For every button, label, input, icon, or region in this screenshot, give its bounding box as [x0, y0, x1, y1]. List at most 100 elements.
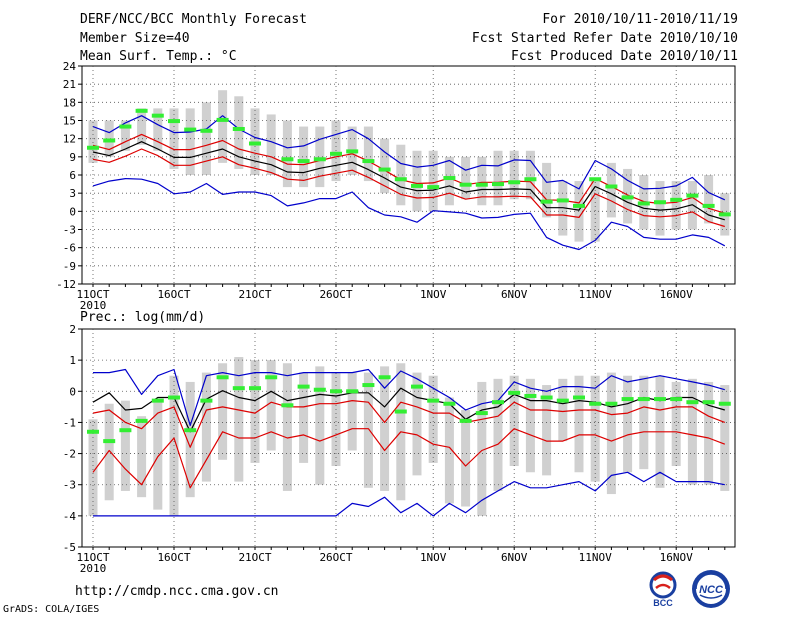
prec-series-ensemble-mean: [92, 387, 725, 433]
prec-y-tick-label: -3: [63, 479, 76, 492]
prec-ensemble-bar: [687, 378, 697, 485]
temp-series-min: [92, 178, 726, 251]
temp-x-tick-label: 26OCT: [319, 288, 352, 301]
prec-ensemble-bar: [201, 372, 211, 482]
temp-y-tick-label: 24: [63, 60, 77, 73]
ncc-logo-label: NCC: [699, 584, 724, 596]
variable-label-temperature: Mean Surf. Temp.: °C: [80, 49, 237, 64]
bcc-logo-label: BCC: [653, 598, 673, 608]
temp-ensemble-bar: [153, 108, 163, 151]
prec-observed-marker: [524, 393, 537, 398]
temp-observed-marker: [297, 159, 310, 164]
prec-ensemble-bar: [104, 403, 114, 501]
prec-plot-frame: [81, 328, 736, 548]
temp-ensemble-bar: [590, 181, 600, 242]
temp-y-tick-label: -6: [63, 242, 76, 255]
temp-observed-marker: [637, 201, 650, 206]
temp-y-tick-label: 21: [63, 78, 76, 91]
temp-series-ensemble-mean: [92, 141, 725, 221]
temp-observed-marker: [346, 149, 359, 154]
temp-observed-marker: [362, 159, 375, 164]
temp-ensemble-bar: [120, 120, 130, 151]
temp-observed-marker: [475, 182, 488, 187]
temp-ensemble-bar: [137, 108, 147, 145]
forecast-period: For 2010/10/11-2010/11/19: [542, 12, 738, 27]
prec-observed-marker: [492, 400, 504, 405]
temp-x-tick-label: 16OCT: [157, 288, 190, 301]
bcc-logo: BCC: [649, 571, 677, 608]
temp-observed-marker: [378, 167, 391, 172]
prec-observed-marker: [394, 409, 407, 414]
prec-observed-marker: [702, 400, 715, 405]
temp-observed-marker: [119, 124, 132, 129]
prec-observed-marker: [718, 401, 731, 406]
temp-observed-marker: [411, 183, 423, 188]
prec-observed-marker: [87, 429, 99, 434]
temp-observed-marker: [621, 195, 634, 200]
ncc-logo: NCC: [692, 570, 730, 608]
prec-observed-marker: [637, 397, 650, 402]
prec-ensemble-bar: [525, 378, 535, 473]
prec-observed-marker: [670, 397, 683, 402]
temp-observed-marker: [556, 198, 569, 203]
prec-y-tick-label: 0: [69, 385, 76, 398]
temp-series-lower-spread: [92, 148, 725, 228]
prec-observed-marker: [411, 384, 423, 389]
member-size: Member Size=40: [80, 31, 190, 46]
temp-observed-marker: [330, 151, 342, 156]
prec-observed-marker: [249, 386, 261, 391]
temp-ensemble-bar: [282, 120, 292, 188]
prec-ensemble-bar: [558, 378, 568, 442]
prec-observed-marker: [200, 398, 213, 403]
temp-observed-marker: [524, 177, 537, 182]
prec-series-max: [93, 368, 725, 427]
prec-ensemble-bar: [493, 378, 503, 491]
prec-observed-marker: [216, 375, 229, 380]
temp-ensemble-bar: [493, 150, 503, 206]
temp-observed-marker: [103, 138, 116, 143]
prec-observed-marker: [103, 439, 116, 444]
temp-x-tick-label: 6NOV: [501, 288, 528, 301]
prec-y-tick-label: 1: [69, 354, 76, 367]
prec-series-upper-spread: [92, 400, 726, 448]
temp-x-tick-year: 2010: [80, 299, 107, 312]
temp-ensemble-bar: [363, 126, 373, 182]
prec-observed-marker: [151, 398, 164, 403]
prec-observed-marker: [589, 401, 602, 406]
temp-ensemble-bar: [542, 162, 552, 218]
temp-y-tick-label: -3: [63, 224, 76, 237]
temp-observed-marker: [589, 177, 602, 182]
prec-ensemble-bar: [299, 372, 309, 463]
prec-ensemble-bar: [444, 397, 454, 504]
prec-y-tick-label: -1: [63, 416, 76, 429]
temp-y-tick-label: 15: [63, 115, 76, 128]
prec-x-tick-label: 26OCT: [319, 551, 352, 564]
prec-ensemble-bar: [542, 385, 552, 476]
temp-ensemble-bar: [671, 181, 681, 230]
prec-ensemble-bar: [120, 400, 130, 491]
prec-series-lower-spread: [92, 428, 726, 489]
temp-observed-marker: [135, 108, 148, 113]
temp-ensemble-bar: [461, 156, 471, 200]
prec-observed-marker: [378, 375, 391, 380]
prec-observed-marker: [686, 400, 699, 405]
source-url[interactable]: http://cmdp.ncc.cma.gov.cn: [75, 584, 279, 599]
prec-x-tick-label: 1NOV: [420, 551, 447, 564]
prec-observed-marker: [168, 395, 180, 400]
temp-observed-marker: [654, 200, 666, 205]
temp-observed-marker: [508, 180, 521, 185]
prec-ensemble-bar: [639, 375, 649, 470]
start-date: Fcst Started Refer Date 2010/10/10: [471, 31, 738, 46]
produced-date: Fcst Produced Date 2010/10/11: [511, 49, 738, 64]
temp-ensemble-bar: [299, 126, 309, 188]
prec-observed-marker: [540, 395, 553, 400]
temp-ensemble-bar: [704, 175, 714, 224]
temp-observed-marker: [686, 193, 699, 198]
prec-x-tick-label: 16NOV: [660, 551, 693, 564]
prec-ensemble-bar: [234, 357, 244, 482]
temp-ensemble-bar: [88, 120, 98, 163]
temp-y-tick-label: 18: [63, 96, 76, 109]
temp-observed-marker: [718, 212, 731, 217]
prec-ensemble-bar: [315, 366, 325, 485]
temp-observed-marker: [492, 182, 504, 187]
